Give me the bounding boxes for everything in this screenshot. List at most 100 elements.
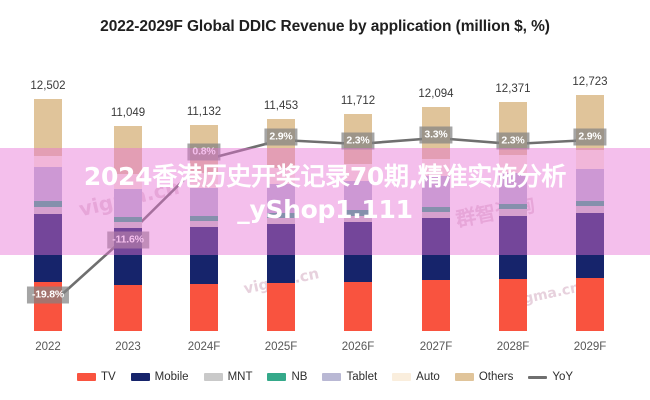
yoy-data-label: 0.8% [187,143,221,161]
bar-segment-auto [499,155,527,174]
bar-segment-nb [576,200,604,207]
bar-segment-nb [34,201,62,207]
legend-item-label: TV [100,371,116,383]
yoy-data-label: 2.9% [573,128,607,146]
bar-segment-tv [576,277,604,331]
legend-item-mobile[interactable]: Mobile [130,371,189,383]
bar-segment-tv [499,279,527,331]
legend-swatch-icon [130,373,150,381]
legend-swatch-icon [76,373,96,381]
bar-segment-auto [114,174,142,190]
bar-segment-mobile [499,215,527,280]
bar-segment-mobile [190,226,218,285]
legend-item-label: Tablet [346,371,378,383]
bar-segment-mnt [344,215,372,222]
bar-segment-others [34,99,62,156]
yoy-data-label: 2.3% [496,132,530,150]
bar-segment-nb [499,204,527,210]
bar-segment-tablet [344,181,372,211]
bar-total-label: 12,723 [572,76,608,88]
bar-segment-tv [190,284,218,331]
legend-swatch-icon [203,373,223,381]
legend-item-label: MNT [227,371,253,383]
bar-segment-auto [576,150,604,169]
legend-item-tablet[interactable]: Tablet [322,371,377,383]
bar-segment-auto [422,158,450,177]
legend-item-auto[interactable]: Auto [392,371,440,383]
legend-item-nb[interactable]: NB [267,371,307,383]
legend-swatch-icon [267,373,287,381]
legend-item-label: Auto [416,371,440,383]
yoy-data-label: -19.8% [26,286,70,304]
bar-segment-mnt [499,209,527,216]
bar-segment-mnt [190,220,218,227]
bar-segment-mnt [267,217,295,224]
x-axis-tick: 2026F [341,341,375,353]
bar-total-label: 11,049 [110,107,146,120]
bar-segment-tv [267,282,295,331]
bar-segment-tablet [499,173,527,204]
bar-total-label: 12,371 [495,82,531,95]
legend-item-mnt[interactable]: MNT [203,371,253,383]
bar-segment-tablet [190,188,218,217]
bar-segment-auto [344,164,372,182]
bar-segment-nb [114,217,142,222]
legend-swatch-icon [392,373,412,381]
bar-segment-auto [34,155,62,168]
legend-item-label: Mobile [154,371,189,383]
x-axis-tick: 2023 [115,341,141,353]
bar-segment-nb [422,206,450,212]
bar-segment-mnt [34,206,62,214]
legend-item-label: NB [291,371,308,383]
yoy-data-label: 2.9% [264,128,298,146]
stacked-bar [190,124,218,331]
bar-total-label: 12,094 [418,87,454,100]
bar-segment-mobile [34,213,62,282]
yoy-data-label: 3.3% [419,126,453,144]
bar-segment-tablet [576,168,604,201]
chart-legend: TV Mobile MNT NB Tablet Auto Others YoY [0,371,650,383]
bar-total-label: 12,502 [30,80,66,93]
bar-segment-mobile [422,218,450,281]
bar-segment-tv [114,284,142,331]
yoy-data-label: 2.3% [341,132,375,150]
bar-segment-mobile [267,223,295,283]
bar-segment-nb [267,212,295,218]
legend-item-tv[interactable]: TV [76,371,116,383]
bar-segment-tablet [422,176,450,207]
bar-segment-tv [422,280,450,331]
bar-segment-mnt [576,206,604,213]
bar-segment-mnt [422,211,450,219]
legend-swatch-icon [454,373,474,381]
legend-item-others[interactable]: Others [454,371,514,383]
bar-segment-tablet [34,167,62,202]
bar-segment-tablet [114,189,142,217]
bar-segment-nb [190,216,218,221]
legend-item-label: Others [478,371,514,383]
legend-swatch-icon [528,375,548,379]
yoy-data-label: -11.6% [107,231,149,249]
x-axis-tick: 2028F [496,341,530,353]
legend-swatch-icon [322,373,342,381]
legend-item-yoy[interactable]: YoY [528,371,573,383]
stacked-bar [267,118,295,331]
x-axis-tick: 2027F [419,341,453,353]
bar-segment-others [114,126,142,175]
x-axis-tick: 2024F [187,341,221,353]
bar-total-label: 11,453 [263,99,299,112]
bar-segment-mobile [344,221,372,282]
bar-segment-mnt [114,221,142,228]
x-axis-tick: 2022 [35,341,61,353]
bar-segment-auto [267,168,295,185]
bar-segment-mobile [576,212,604,278]
stacked-bar [114,126,142,331]
legend-item-label: YoY [552,371,574,383]
bar-segment-tablet [267,184,295,213]
bar-total-label: 11,712 [340,94,376,107]
bar-total-label: 11,132 [186,105,222,118]
bar-segment-auto [190,172,218,189]
overlay-banner-text: 2024香港历史开奖记录70期,精准实施分析_yShop1.111 [83,162,567,224]
chart-title: 2022-2029F Global DDIC Revenue by applic… [100,18,550,35]
bar-segment-tv [344,281,372,331]
